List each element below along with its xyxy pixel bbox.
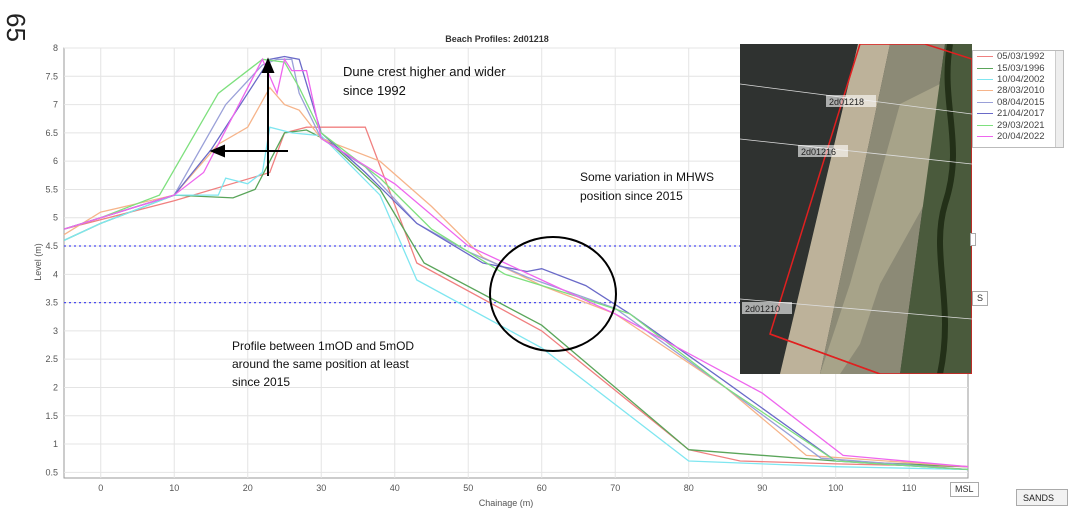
arrow-left-head xyxy=(209,144,225,158)
y-tick-label: 8 xyxy=(53,43,58,53)
legend-item: 10/04/2002 xyxy=(973,74,1063,85)
legend-swatch xyxy=(977,67,993,69)
series-line xyxy=(63,58,969,471)
legend-swatch xyxy=(977,113,993,115)
annotation-profile: Profile between 1mOD and 5mOD around the… xyxy=(232,338,414,390)
legend-item: 20/04/2022 xyxy=(973,131,1063,142)
x-tick-label: 20 xyxy=(243,483,253,493)
y-tick-label: 4 xyxy=(53,269,58,279)
y-tick-label: 7 xyxy=(53,100,58,110)
reference-lines xyxy=(64,245,968,304)
series-line xyxy=(63,129,969,468)
legend: 05/03/1992 15/03/1996 10/04/2002 28/03/2010… xyxy=(972,50,1064,148)
x-tick-label: 90 xyxy=(757,483,767,493)
y-tick-label: 2 xyxy=(53,382,58,392)
annotation-line: since 1992 xyxy=(343,83,406,98)
annotation-dune-crest: Dune crest higher and wider since 1992 xyxy=(343,64,506,99)
y-tick-label: 0.5 xyxy=(45,467,58,477)
mhws-tag: S xyxy=(972,291,989,306)
legend-label: 05/03/1992 xyxy=(997,51,1045,63)
x-tick-label: 40 xyxy=(390,483,400,493)
mlws-tag xyxy=(970,233,976,246)
y-tick-label: 3.5 xyxy=(45,298,58,308)
x-tick-label: 100 xyxy=(828,483,843,493)
annotation-line: Some variation in MHWS xyxy=(580,170,715,184)
legend-swatch xyxy=(977,124,993,126)
legend-label: 15/03/1996 xyxy=(997,62,1045,74)
page-number: 65 xyxy=(1,13,31,42)
aerial-profile-label: 2d01210 xyxy=(745,304,780,314)
x-tick-label: 50 xyxy=(463,483,473,493)
chart-title: Beach Profiles: 2d01218 xyxy=(445,34,549,44)
legend-item: 29/03/2021 xyxy=(973,119,1063,131)
annotation-line: position since 2015 xyxy=(580,189,683,203)
legend-swatch xyxy=(977,78,993,80)
y-tick-label: 2.5 xyxy=(45,354,58,364)
y-tick-label: 6.5 xyxy=(45,128,58,138)
legend-label: 08/04/2015 xyxy=(997,96,1045,108)
legend-item: 08/04/2015 xyxy=(973,97,1063,108)
annotation-line: since 2015 xyxy=(232,375,291,389)
annotation-line: around the same position at least xyxy=(232,357,409,371)
legend-item: 28/03/2010 xyxy=(973,85,1063,96)
aerial-profile-label: 2d01218 xyxy=(829,97,864,107)
y-tick-label: 4.5 xyxy=(45,241,58,251)
legend-scrollbar[interactable] xyxy=(1055,51,1063,147)
y-tick-label: 7.5 xyxy=(45,71,58,81)
y-tick-label: 5 xyxy=(53,213,58,223)
x-tick-label: 110 xyxy=(902,483,916,493)
x-tick-label: 60 xyxy=(537,483,547,493)
x-tick-label: 30 xyxy=(316,483,326,493)
legend-swatch xyxy=(977,135,993,137)
msl-tag: MSL xyxy=(950,482,979,497)
series-line xyxy=(63,57,969,468)
aerial-photo-inset: 2d01218 2d01216 2d01210 xyxy=(740,44,972,374)
mhws-variation-circle xyxy=(489,236,617,352)
legend-swatch xyxy=(977,56,993,58)
legend-label: 28/03/2010 xyxy=(997,85,1045,97)
legend-label: 20/04/2022 xyxy=(997,130,1045,142)
y-tick-label: 5.5 xyxy=(45,184,58,194)
aerial-profile-label: 2d01216 xyxy=(801,147,836,157)
legend-item: 21/04/2017 xyxy=(973,108,1063,119)
annotation-line: Profile between 1mOD and 5mOD xyxy=(232,339,415,353)
x-tick-label: 80 xyxy=(684,483,694,493)
legend-item: 05/03/1992 xyxy=(973,51,1063,62)
annotation-arrows xyxy=(209,57,288,176)
annotation-mhws: Some variation in MHWS position since 20… xyxy=(580,169,714,204)
annotation-line: Dune crest higher and wider xyxy=(343,64,506,79)
series-lines xyxy=(63,55,969,471)
aerial-photo: 2d01218 2d01216 2d01210 xyxy=(740,44,972,374)
arrow-up-head xyxy=(261,57,275,73)
legend-item: 15/03/1996 xyxy=(973,62,1063,74)
y-tick-label: 3 xyxy=(53,326,58,336)
legend-swatch xyxy=(977,90,993,92)
y-tick-label: 1.5 xyxy=(45,411,58,421)
legend-label: 10/04/2002 xyxy=(997,73,1045,85)
legend-label: 29/03/2021 xyxy=(997,119,1045,131)
x-tick-label: 70 xyxy=(610,483,620,493)
sands-button[interactable]: SANDS xyxy=(1016,489,1068,506)
legend-swatch xyxy=(977,101,993,103)
x-tick-label: 10 xyxy=(169,483,179,493)
y-tick-label: 1 xyxy=(53,439,58,449)
y-tick-label: 6 xyxy=(53,156,58,166)
y-axis-label: Level (m) xyxy=(33,243,43,281)
series-line xyxy=(63,126,969,471)
legend-label: 21/04/2017 xyxy=(997,108,1045,120)
x-axis-label: Chainage (m) xyxy=(479,498,534,508)
x-tick-label: 0 xyxy=(98,483,103,493)
chart-axes: 0.511.522.533.544.555.566.577.580 10 20 30 4… xyxy=(45,43,916,493)
